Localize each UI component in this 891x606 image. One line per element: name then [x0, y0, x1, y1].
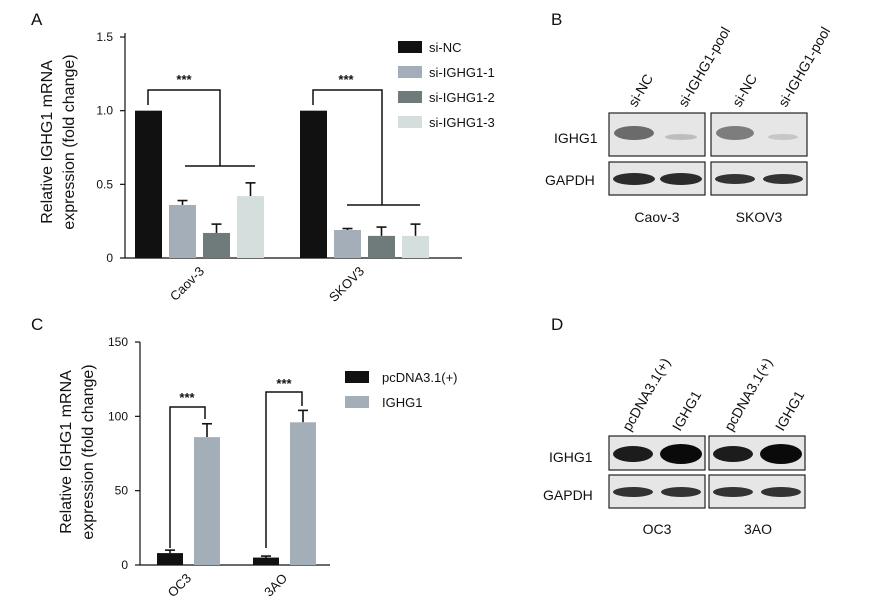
blot-d-lane-2: IGHG1: [669, 388, 705, 434]
chart-c-ylabel-line2: expression (fold change): [80, 364, 97, 539]
chart-a-sig-star-1: ***: [338, 72, 354, 87]
chart-a-bar-1-0: [300, 110, 327, 259]
legend-a-swatch-si-ighg1-2: [398, 91, 422, 103]
blot-d-cell-3ao: 3AO: [744, 521, 772, 537]
chart-a-bar-0-2: [203, 232, 230, 258]
blot-d-band-ighg1-1: [613, 446, 653, 462]
chart-a-ytick-label-0: 0: [106, 251, 113, 265]
panel-letter-a: A: [31, 10, 43, 29]
blot-d-band-gapdh-2: [661, 487, 701, 497]
chart-c-sig-star-1: ***: [276, 376, 292, 391]
panel-letter-d: D: [551, 315, 563, 334]
panel-letter-c: C: [31, 315, 43, 334]
blot-d-lane-1: pcDNA3.1(+): [619, 355, 674, 433]
blot-d-band-gapdh-4: [761, 487, 801, 497]
chart-c-ytick-label-0: 0: [121, 558, 128, 572]
blot-b-band-ighg1-1: [614, 126, 654, 140]
chart-a-bar-0-3: [237, 196, 264, 258]
legend-a-swatch-si-ighg1-3: [398, 116, 422, 128]
chart-a-bar-1-1: [334, 230, 361, 258]
blot-b-band-gapdh-2: [660, 173, 702, 185]
chart-a-legend: si-NC si-IGHG1-1 si-IGHG1-2 si-IGHG1-3: [398, 40, 495, 130]
chart-a-xtick-label-1: SKOV3: [326, 264, 367, 305]
blot-d-band-ighg1-4: [760, 444, 802, 464]
legend-a-label-si-ighg1-3: si-IGHG1-3: [429, 115, 495, 130]
chart-a-ytick-label-2: 1.0: [96, 104, 113, 118]
chart-c-sig-bracket-0: [169, 406, 206, 548]
blot-d-band-gapdh-1: [613, 487, 653, 497]
chart-a-sig-star-0: ***: [176, 72, 192, 87]
blot-b-lane-3: si-NC: [729, 71, 760, 109]
blot-b-cell-caov3: Caov-3: [634, 209, 679, 225]
legend-c-label-ighg1: IGHG1: [382, 395, 422, 410]
blot-d-lane-3: pcDNA3.1(+): [721, 355, 776, 433]
blot-b-band-ighg1-3: [716, 126, 754, 140]
chart-a-bar-0-1: [169, 204, 196, 258]
blot-b-lane-4: si-IGHG1-pool: [775, 24, 834, 109]
blot-d-lane-4: IGHG1: [772, 388, 808, 434]
chart-a-sig-bracket-0: [147, 89, 255, 167]
legend-c-swatch-ighg1: [345, 396, 369, 408]
blot-d-band-ighg1-3: [713, 446, 753, 462]
blot-b-band-gapdh-1: [613, 173, 655, 185]
chart-c-bar-1-1: [290, 422, 316, 565]
chart-a: Relative IGHG1 mRNA expression (fold cha…: [39, 30, 495, 305]
legend-c-label-pcdna: pcDNA3.1(+): [382, 370, 458, 385]
blot-d-row-gapdh: GAPDH: [543, 487, 593, 503]
legend-a-label-si-nc: si-NC: [429, 40, 462, 55]
blot-b-lane-2: si-IGHG1-pool: [675, 24, 734, 109]
chart-a-ylabel-line2: expression (fold change): [61, 54, 78, 229]
blot-b-cell-skov3: SKOV3: [736, 209, 783, 225]
chart-c-xtick-label-0: OC3: [165, 571, 195, 601]
chart-c-ylabel-line1: Relative IGHG1 mRNA: [58, 370, 75, 534]
chart-c-xtick-label-1: 3AO: [261, 571, 290, 600]
chart-a-bar-1-3: [402, 235, 429, 258]
chart-a-bar-1-2: [368, 235, 395, 258]
chart-c-bar-0-0: [157, 553, 183, 565]
blot-b-band-gapdh-4: [763, 174, 803, 184]
chart-c-ytick-label-3: 150: [108, 335, 128, 349]
blot-b-band-gapdh-3: [715, 174, 755, 184]
blot-b-band-ighg1-4: [768, 134, 798, 140]
chart-c: Relative IGHG1 mRNA expression (fold cha…: [58, 335, 458, 600]
chart-a-ytick-label-1: 0.5: [96, 177, 113, 191]
chart-c-sig-bracket-1: [265, 391, 303, 548]
chart-c-bar-1-0: [253, 557, 279, 565]
chart-c-legend: pcDNA3.1(+) IGHG1: [345, 370, 458, 410]
chart-c-bar-0-1: [194, 437, 220, 565]
chart-a-sig-bracket-1: [312, 89, 420, 206]
legend-a-swatch-si-ighg1-1: [398, 66, 422, 78]
legend-a-label-si-ighg1-2: si-IGHG1-2: [429, 90, 495, 105]
panel-letter-b: B: [551, 10, 562, 29]
chart-c-ytick-label-1: 50: [115, 484, 129, 498]
blot-d-band-ighg1-2: [660, 444, 702, 464]
legend-c-swatch-pcdna: [345, 371, 369, 383]
chart-a-ylabel-line1: Relative IGHG1 mRNA: [39, 60, 56, 224]
blot-d-cell-oc3: OC3: [643, 521, 672, 537]
blot-b-row-ighg1: IGHG1: [554, 130, 598, 146]
chart-c-sig-star-0: ***: [179, 390, 195, 405]
blot-d: pcDNA3.1(+) IGHG1 pcDNA3.1(+) IGHG1 IGHG…: [543, 355, 807, 537]
blot-d-band-gapdh-3: [713, 487, 753, 497]
legend-a-swatch-si-nc: [398, 41, 422, 53]
blot-b-lane-1: si-NC: [625, 71, 656, 109]
blot-d-row-ighg1: IGHG1: [549, 449, 593, 465]
legend-a-label-si-ighg1-1: si-IGHG1-1: [429, 65, 495, 80]
blot-b: si-NC si-IGHG1-pool si-NC si-IGHG1-pool …: [545, 24, 833, 225]
blot-b-band-ighg1-2: [665, 134, 697, 140]
chart-a-bar-0-0: [135, 110, 162, 259]
chart-c-ytick-label-2: 100: [108, 409, 128, 423]
blot-b-row-gapdh: GAPDH: [545, 172, 595, 188]
chart-a-ytick-label-3: 1.5: [96, 30, 113, 44]
chart-a-xtick-label-0: Caov-3: [167, 264, 207, 304]
